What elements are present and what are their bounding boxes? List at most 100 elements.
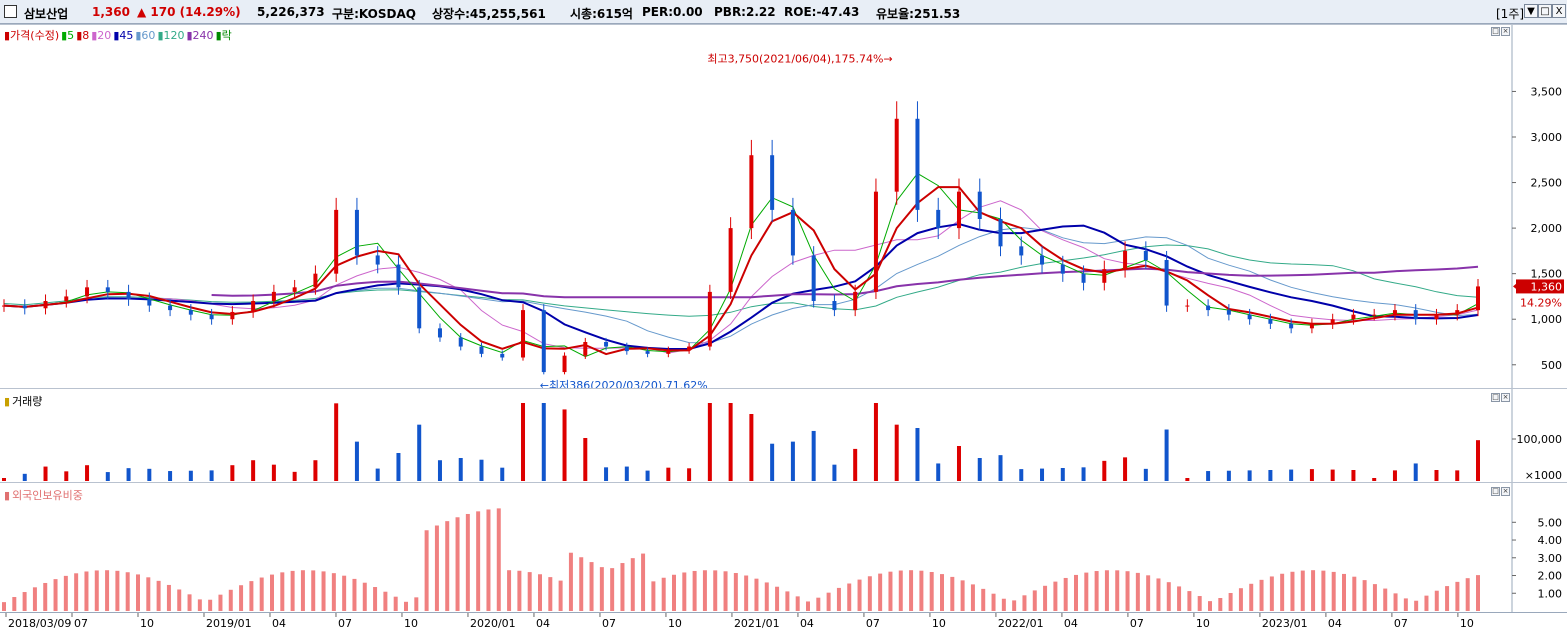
x-tick-label: 10 <box>932 617 946 630</box>
legend-item: ▮5 <box>61 29 75 42</box>
x-tick-label: 10 <box>1460 617 1474 630</box>
volume-bar <box>1434 470 1439 481</box>
price-legend: ▮가격(수정) ▮5 ▮8 ▮20 ▮45 ▮60 ▮120 ▮240 ▮락 <box>4 27 234 43</box>
volume-bar <box>1351 470 1356 481</box>
volume-bar <box>313 460 318 481</box>
foreign-bar <box>1372 584 1377 611</box>
foreign-legend-label: 외국인보유비중 <box>12 489 83 502</box>
foreign-bar <box>1084 572 1089 611</box>
candle-body <box>292 287 297 292</box>
volume-pane-minimize-button[interactable]: □ <box>1491 393 1500 402</box>
foreign-bar <box>1125 571 1130 611</box>
select-checkbox[interactable] <box>4 5 17 18</box>
x-tick-label: 10 <box>1196 617 1210 630</box>
x-tick-label: 04 <box>800 617 814 630</box>
volume-bar <box>354 441 359 481</box>
foreign-bar <box>816 597 821 611</box>
foreign-bar <box>661 577 666 611</box>
volume-bar <box>873 403 878 481</box>
pane-minimize-button[interactable]: □ <box>1491 27 1500 36</box>
candle-body <box>417 287 422 329</box>
foreign-bar <box>775 586 780 611</box>
volume-bar <box>1413 463 1418 481</box>
volume-bar <box>1268 470 1273 481</box>
period-label[interactable]: [1주] <box>1496 7 1525 21</box>
candle-body <box>230 311 235 320</box>
foreign-bar <box>455 517 460 611</box>
volume-pane-close-button[interactable]: × <box>1501 393 1510 402</box>
volume-bar <box>1392 470 1397 481</box>
candle-body <box>1143 250 1148 260</box>
foreign-bar <box>1300 570 1305 611</box>
candle-body <box>1102 269 1107 283</box>
foreign-bar <box>1269 576 1274 611</box>
volume-legend-label: 거래량 <box>12 395 43 408</box>
volume-bar <box>1289 469 1294 481</box>
candle-body <box>583 342 588 356</box>
candle-body <box>1476 286 1480 311</box>
ma5-line <box>3 172 1479 358</box>
volume-bar <box>956 446 961 481</box>
foreign-bar <box>826 592 831 611</box>
volume-bar <box>894 424 899 481</box>
foreign-bar <box>1290 571 1295 611</box>
volume-bar <box>168 471 173 481</box>
foreign-bar <box>434 525 439 611</box>
x-tick-label: 07 <box>74 617 88 630</box>
foreign-bar <box>362 582 367 611</box>
close-button[interactable]: X <box>1552 4 1566 18</box>
volume-bar <box>230 465 235 481</box>
foreign-pane-close-button[interactable]: × <box>1501 487 1510 496</box>
foreign-bar <box>300 570 305 611</box>
candle-body <box>334 209 339 274</box>
volume-bar <box>1081 467 1086 481</box>
foreign-bar <box>970 584 975 611</box>
foreign-ownership-pane[interactable]: ▮ 외국인보유비중 □ × 5.00 4.00 3.00 2.00 1.00 <box>0 482 1567 612</box>
x-tick-label: 04 <box>536 617 550 630</box>
candle-body <box>437 328 442 338</box>
candle-body <box>666 350 671 354</box>
pbr-value: PBR:2.22 <box>714 5 776 19</box>
volume-bar <box>1143 468 1148 481</box>
foreign-bar <box>1311 570 1316 611</box>
pane-close-button[interactable]: × <box>1501 27 1510 36</box>
volume-bar <box>853 448 858 481</box>
candle-body <box>209 314 214 320</box>
foreign-bar <box>733 573 738 611</box>
y-tick-label: 1,500 <box>1531 268 1563 281</box>
maximize-button[interactable]: □ <box>1538 4 1552 18</box>
dropdown-button[interactable]: ▼ <box>1524 4 1538 18</box>
candle-body <box>728 228 733 292</box>
candle-body <box>894 118 899 192</box>
foreign-bar <box>321 571 326 611</box>
volume-bar <box>85 465 90 481</box>
volume-bar <box>147 468 152 481</box>
x-tick-label: 2018/03/09 <box>8 617 71 630</box>
foreign-bar <box>568 552 573 611</box>
x-tick-label: 07 <box>1130 617 1144 630</box>
foreign-bar <box>393 596 398 611</box>
foreign-bar <box>764 582 769 611</box>
foreign-bar <box>1280 573 1285 611</box>
foreign-bar <box>1455 581 1460 611</box>
foreign-bar <box>1331 571 1336 611</box>
volume-bar <box>1476 440 1480 481</box>
foreign-pane-minimize-button[interactable]: □ <box>1491 487 1500 496</box>
y-tick-label: 500 <box>1541 359 1562 372</box>
volume-bar <box>64 471 69 481</box>
x-tick-label: 10 <box>668 617 682 630</box>
ma240-line <box>211 265 1479 299</box>
foreign-bar <box>373 587 378 611</box>
price-pane[interactable]: ▮가격(수정) ▮5 ▮8 ▮20 ▮45 ▮60 ▮120 ▮240 ▮락 □ × 3,500… <box>0 24 1567 388</box>
candle-body <box>1330 319 1335 324</box>
current-price: 1,360 <box>92 5 130 19</box>
foreign-bar <box>1342 573 1346 611</box>
foreign-bar <box>187 594 192 611</box>
foreign-legend: ▮ 외국인보유비중 <box>4 487 85 503</box>
foreign-bar <box>1218 598 1223 611</box>
foreign-bar <box>445 521 450 611</box>
ma20-line <box>3 200 1479 354</box>
candle-body <box>251 301 256 312</box>
volume-pane[interactable]: ▮ 거래량 □ × 100,000 ×1000 <box>0 388 1567 482</box>
foreign-bar <box>527 572 532 611</box>
